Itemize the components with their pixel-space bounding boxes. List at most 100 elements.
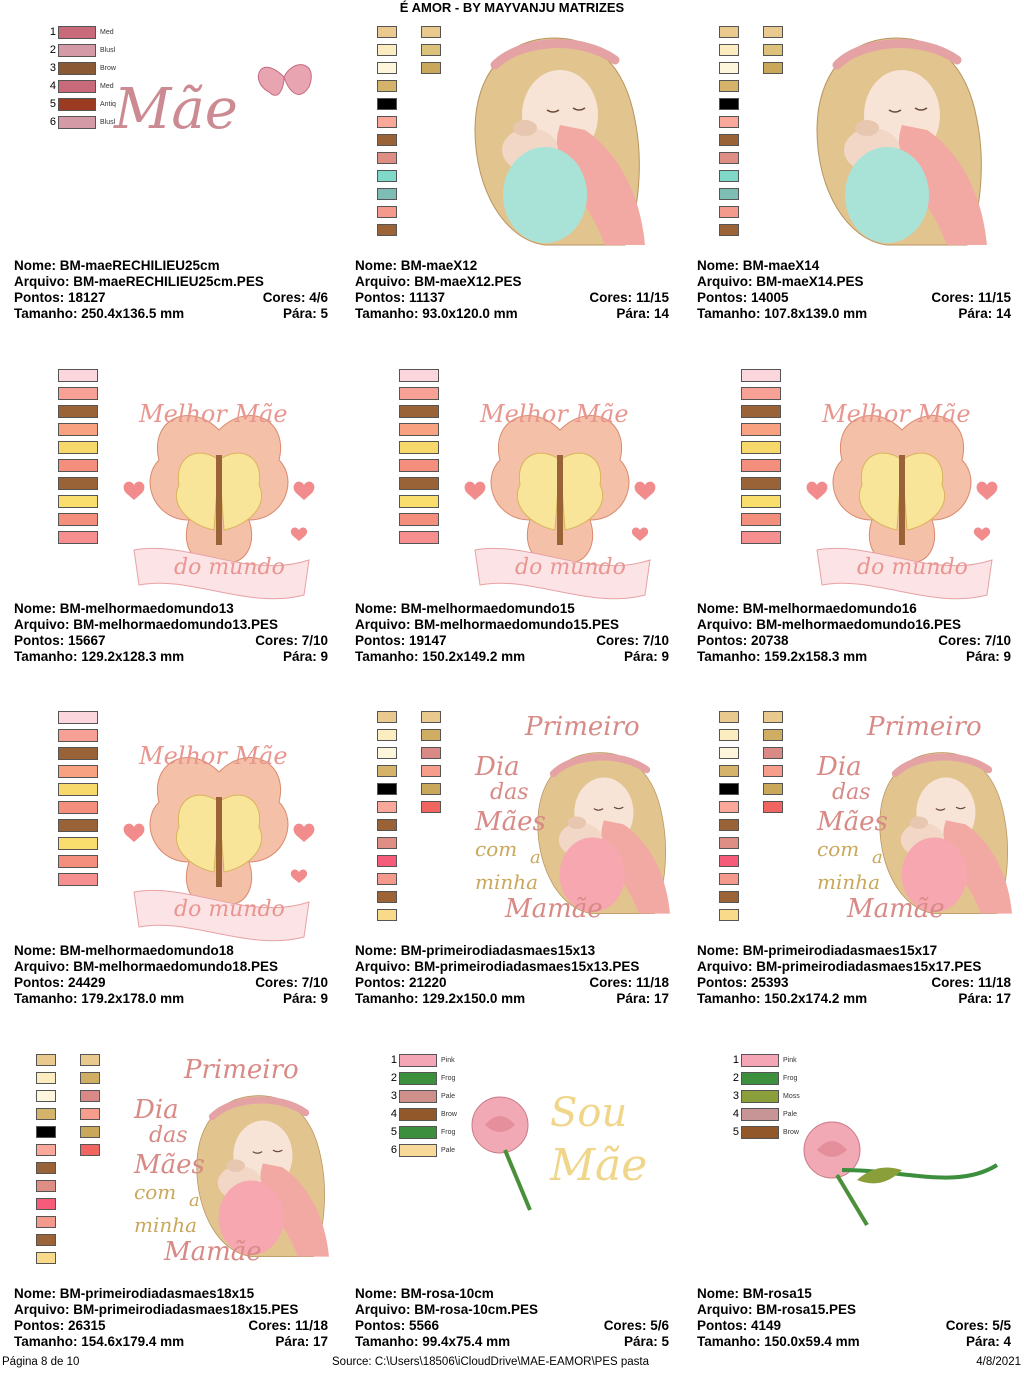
thread-label: Blusl bbox=[100, 119, 116, 126]
color-swatch bbox=[399, 1144, 437, 1157]
name-row: Nome: BM-primeirodiadasmaes18x15 bbox=[14, 1286, 328, 1302]
pontos-label: Pontos: bbox=[355, 290, 406, 305]
arquivo-label: Arquivo: bbox=[14, 617, 70, 632]
design-info: Nome: BM-maeX12 Arquivo: BM-maeX12.PES P… bbox=[355, 258, 669, 322]
size-row: Tamanho: 150.0x59.4 mm Pára: 4 bbox=[697, 1334, 1011, 1350]
color-swatch bbox=[58, 765, 98, 778]
color-swatch bbox=[58, 495, 98, 508]
design-name: BM-melhormaedomundo18 bbox=[59, 943, 234, 958]
arquivo-label: Arquivo: bbox=[697, 274, 753, 289]
color-swatch bbox=[399, 1072, 437, 1085]
color-swatch bbox=[399, 531, 439, 544]
color-swatch bbox=[399, 495, 439, 508]
color-swatch bbox=[377, 98, 397, 110]
color-swatch bbox=[741, 495, 781, 508]
design-info: Nome: BM-primeirodiadasmaes15x17 Arquivo… bbox=[697, 943, 1011, 1007]
color-swatch bbox=[377, 711, 397, 723]
art-text-top: Melhor Mãe bbox=[139, 742, 288, 770]
color-swatch bbox=[421, 26, 441, 38]
embroidery-mae-lettering: Mãe bbox=[114, 64, 312, 142]
embroidery-rose-stem bbox=[787, 1110, 1007, 1255]
color-swatch bbox=[80, 1108, 100, 1120]
design-size: 179.2x178.0 mm bbox=[81, 991, 185, 1006]
color-swatch bbox=[741, 441, 781, 454]
embroidery-butterfly-banner: Melhor Mãe do mundo bbox=[119, 732, 319, 957]
stitches-row: Pontos: 14005 Cores: 11/15 bbox=[697, 290, 1011, 306]
thread-number: 3 bbox=[732, 1090, 739, 1102]
design-size: 159.2x158.3 mm bbox=[764, 649, 868, 664]
size-row: Tamanho: 93.0x120.0 mm Pára: 14 bbox=[355, 306, 669, 322]
color-swatch bbox=[719, 44, 739, 56]
design-info: Nome: BM-melhormaedomundo16 Arquivo: BM-… bbox=[697, 601, 1011, 665]
design-info: Nome: BM-maeRECHILIEU25cm Arquivo: BM-ma… bbox=[14, 258, 328, 322]
stitches-row: Pontos: 4149 Cores: 5/5 bbox=[697, 1318, 1011, 1334]
color-swatch bbox=[399, 1090, 437, 1103]
design-name: BM-rosa15 bbox=[742, 1286, 812, 1301]
para-label: Pára: bbox=[282, 306, 317, 321]
file-row: Arquivo: BM-rosa-10cm.PES bbox=[355, 1302, 669, 1318]
color-swatch bbox=[58, 477, 98, 490]
design-name: BM-maeRECHILIEU25cm bbox=[59, 258, 220, 273]
para-label: Pára: bbox=[282, 649, 317, 664]
thread-number: 5 bbox=[732, 1126, 739, 1138]
color-swatch bbox=[58, 369, 98, 382]
thread-number: 5 bbox=[49, 98, 56, 110]
stitch-count: 24429 bbox=[68, 975, 106, 990]
file-row: Arquivo: BM-primeirodiadasmaes18x15.PES bbox=[14, 1302, 328, 1318]
embroidery-mother-baby bbox=[465, 30, 645, 255]
tamanho-label: Tamanho: bbox=[697, 991, 761, 1006]
tamanho-label: Tamanho: bbox=[355, 649, 419, 664]
footer-page: Página 8 de 10 bbox=[2, 1356, 80, 1368]
art-text-line: a bbox=[530, 847, 541, 868]
arquivo-label: Arquivo: bbox=[14, 274, 70, 289]
color-swatch bbox=[421, 801, 441, 813]
nome-label: Nome: bbox=[355, 601, 398, 616]
design-info: Nome: BM-melhormaedomundo13 Arquivo: BM-… bbox=[14, 601, 328, 665]
color-swatch bbox=[36, 1234, 56, 1246]
color-swatch bbox=[58, 513, 98, 526]
arquivo-label: Arquivo: bbox=[355, 274, 411, 289]
design-size: 107.8x139.0 mm bbox=[764, 306, 868, 321]
thread-label: Brow bbox=[441, 1111, 457, 1118]
color-swatch bbox=[377, 152, 397, 164]
thread-label: Frog bbox=[441, 1129, 456, 1136]
color-swatch bbox=[421, 747, 441, 759]
file-row: Arquivo: BM-primeirodiadasmaes15x17.PES bbox=[697, 959, 1011, 975]
color-swatch bbox=[58, 819, 98, 832]
color-swatch bbox=[377, 909, 397, 921]
art-text-line: Mães bbox=[817, 807, 888, 837]
color-swatch bbox=[36, 1162, 56, 1174]
design-size: 250.4x136.5 mm bbox=[81, 306, 185, 321]
color-swatch bbox=[763, 44, 783, 56]
color-swatch bbox=[36, 1054, 56, 1066]
color-swatch bbox=[421, 765, 441, 777]
color-swatch bbox=[377, 224, 397, 236]
art-text-bottom: do mundo bbox=[174, 555, 285, 580]
color-swatch bbox=[58, 837, 98, 850]
color-swatch bbox=[377, 170, 397, 182]
nome-label: Nome: bbox=[14, 943, 57, 958]
cores-label: Cores: bbox=[938, 633, 981, 648]
design-size: 129.2x128.3 mm bbox=[81, 649, 185, 664]
art-text-line: minha bbox=[475, 870, 539, 894]
color-swatch bbox=[719, 801, 739, 813]
art-text-top: Melhor Mãe bbox=[139, 400, 288, 428]
color-swatch bbox=[719, 783, 739, 795]
design-info: Nome: BM-melhormaedomundo18 Arquivo: BM-… bbox=[14, 943, 328, 1007]
color-swatch bbox=[58, 423, 98, 436]
color-swatch bbox=[377, 188, 397, 200]
para-label: Pára: bbox=[965, 649, 1000, 664]
design-name: BM-maeX12 bbox=[400, 258, 478, 273]
thread-label: Blusl bbox=[100, 47, 116, 54]
design-size: 93.0x120.0 mm bbox=[422, 306, 518, 321]
stop-count: 17 bbox=[653, 991, 669, 1006]
embroidery-butterfly-banner: Melhor Mãe do mundo bbox=[802, 390, 1002, 615]
color-swatch bbox=[741, 423, 781, 436]
pontos-label: Pontos: bbox=[14, 290, 65, 305]
color-swatch bbox=[741, 405, 781, 418]
color-swatch bbox=[719, 26, 739, 38]
stitches-row: Pontos: 21220 Cores: 11/18 bbox=[355, 975, 669, 991]
thread-label: Pink bbox=[441, 1057, 455, 1064]
art-text-line: das bbox=[149, 1123, 188, 1148]
design-file: BM-melhormaedomundo18.PES bbox=[73, 959, 279, 974]
